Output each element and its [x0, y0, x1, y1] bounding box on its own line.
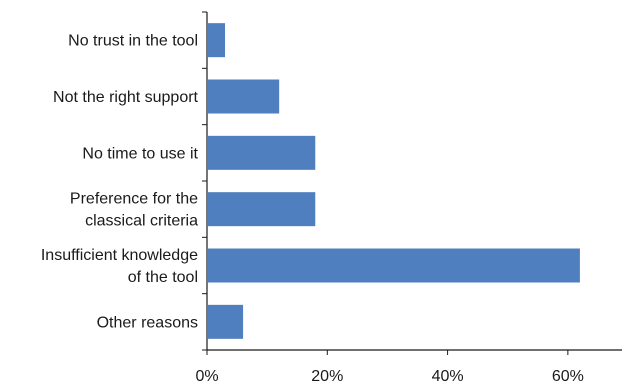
category-label-line: Insufficient knowledge [41, 247, 198, 264]
x-tick-label: 40% [432, 368, 464, 385]
category-label: No time to use it [82, 145, 198, 162]
x-tick-label: 0% [195, 368, 218, 385]
category-label-line: Not the right support [53, 89, 199, 106]
bar [208, 135, 316, 170]
category-label: Not the right support [53, 89, 199, 106]
bar [208, 23, 226, 58]
bar [208, 304, 244, 339]
category-label: Insufficient knowledge of the tool [41, 247, 198, 286]
category-label-line: Preference for the [70, 191, 198, 208]
bars-group [208, 23, 580, 339]
bar [208, 79, 280, 114]
category-label-line: Other reasons [97, 314, 198, 331]
bar [208, 192, 316, 227]
category-labels-group: No trust in the tool Not the right suppor… [41, 33, 199, 332]
category-label: Other reasons [97, 314, 198, 331]
axes-group [202, 11, 622, 351]
x-ticks-group: 0% 20% 40% 60% [195, 350, 584, 385]
category-label: No trust in the tool [68, 33, 198, 50]
x-tick-label: 20% [311, 368, 343, 385]
category-label-line: of the tool [128, 269, 198, 286]
bar [208, 248, 580, 283]
category-label: Preference for the classical criteria [70, 191, 198, 230]
category-label-line: No time to use it [82, 145, 198, 162]
category-label-line: No trust in the tool [68, 33, 198, 50]
category-label-line: classical criteria [85, 213, 198, 230]
x-tick-label: 60% [552, 368, 584, 385]
